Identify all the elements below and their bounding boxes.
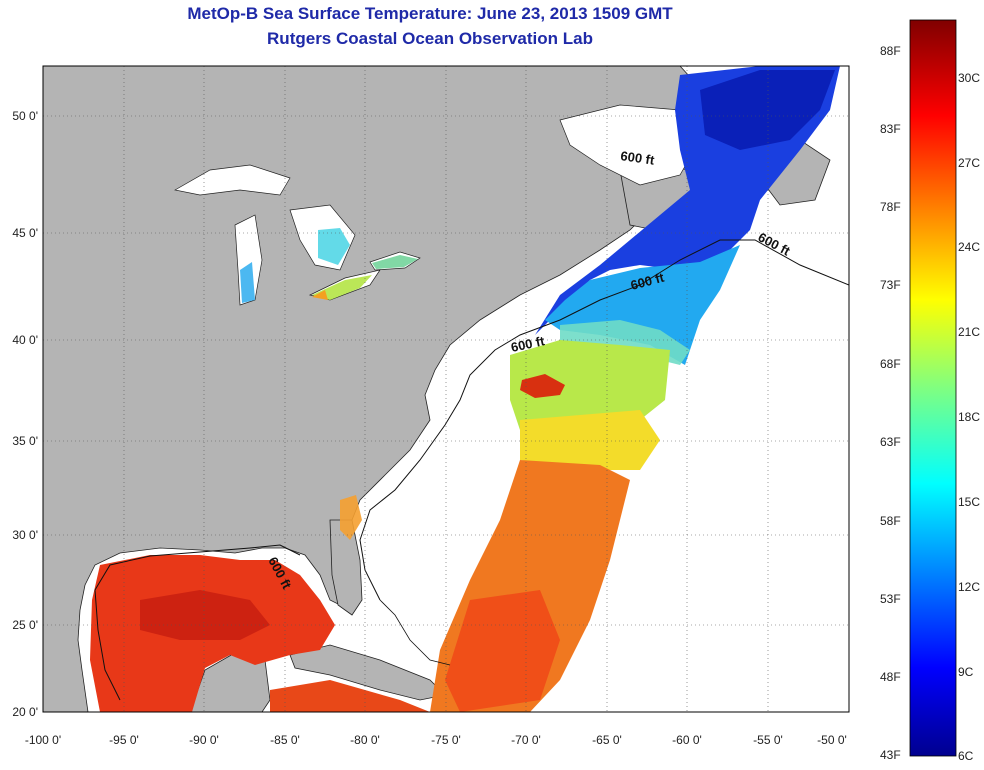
lat-tick: 35 0': [12, 434, 38, 448]
lake-sst-huron: [318, 228, 350, 265]
sst-swath-transition: [545, 245, 740, 365]
colorbar-f-label: 48F: [880, 670, 901, 684]
lat-tick: 45 0': [12, 226, 38, 240]
lake-sst-erie-warm: [312, 290, 328, 300]
sst-florida-coast: [340, 495, 362, 540]
map-subtitle: Rutgers Coastal Ocean Observation Lab: [267, 29, 593, 48]
lat-tick: 50 0': [12, 109, 38, 123]
lat-tick: 40 0': [12, 333, 38, 347]
colorbar-f-label: 88F: [880, 44, 901, 58]
lon-tick: -65 0': [592, 733, 622, 747]
lon-tick: -100 0': [25, 733, 61, 747]
map-title: MetOp-B Sea Surface Temperature: June 23…: [187, 4, 673, 23]
lon-tick: -80 0': [350, 733, 380, 747]
lon-tick: -70 0': [511, 733, 541, 747]
isobath-600ft-gulf: [94, 544, 301, 701]
colorbar-f-label: 83F: [880, 122, 901, 136]
lat-tick: 25 0': [12, 618, 38, 632]
lon-tick: -55 0': [753, 733, 783, 747]
colorbar-c-label: 12C: [958, 580, 980, 594]
colorbar: [909, 19, 957, 757]
sst-swath-yellow: [520, 410, 660, 470]
colorbar-f-label: 78F: [880, 200, 901, 214]
lon-tick: -85 0': [270, 733, 300, 747]
gulf-st-lawrence: [559, 104, 701, 186]
lat-axis: 20 0' 25 0' 30 0' 35 0' 40 0' 45 0' 50 0…: [12, 109, 38, 719]
lon-tick: -90 0': [189, 733, 219, 747]
colorbar-f-label: 68F: [880, 357, 901, 371]
colorbar-c-label: 6C: [958, 749, 974, 763]
colorbar-f-label: 63F: [880, 435, 901, 449]
lon-axis: -100 0' -95 0' -90 0' -85 0' -80 0' -75 …: [25, 733, 847, 747]
sst-swath-south-red: [445, 590, 560, 712]
sst-swath-northeast-dark: [700, 70, 835, 150]
sst-caribbean: [270, 680, 430, 712]
lon-tick: -95 0': [109, 733, 139, 747]
lake-sst-erie: [312, 275, 372, 300]
sst-gulf-dark-red: [140, 590, 270, 640]
colorbar-c-label: 18C: [958, 410, 980, 424]
isobath-600ft-east: [359, 239, 849, 601]
colorbar-c-label: 30C: [958, 71, 980, 85]
colorbar-c-label: 27C: [958, 156, 980, 170]
colorbar-f-label: 58F: [880, 514, 901, 528]
colorbar-f-labels: 43F 48F 53F 58F 63F 68F 73F 78F 83F 88F: [880, 44, 901, 762]
colorbar-f-label: 43F: [880, 748, 901, 762]
isobath-600ft-bahamas: [379, 599, 451, 666]
colorbar-c-label: 15C: [958, 495, 980, 509]
colorbar-c-labels: 6C 9C 12C 15C 18C 21C 24C 27C 30C: [958, 71, 980, 763]
depth-label: 600 ft: [510, 333, 547, 355]
colorbar-f-label: 53F: [880, 592, 901, 606]
lake-sst-michigan: [240, 262, 255, 303]
sst-gulfstream-eddy: [520, 374, 565, 398]
depth-label: 600 ft: [620, 148, 656, 168]
colorbar-c-label: 9C: [958, 665, 974, 679]
lon-tick: -50 0': [817, 733, 847, 747]
lat-tick: 30 0': [12, 528, 38, 542]
lon-tick: -75 0': [431, 733, 461, 747]
lon-tick: -60 0': [672, 733, 702, 747]
colorbar-c-label: 21C: [958, 325, 980, 339]
lake-sst-ontario: [372, 255, 418, 269]
colorbar-f-label: 73F: [880, 278, 901, 292]
plot-frame: [42, 65, 850, 713]
colorbar-c-label: 24C: [958, 240, 980, 254]
lat-tick: 20 0': [12, 705, 38, 719]
